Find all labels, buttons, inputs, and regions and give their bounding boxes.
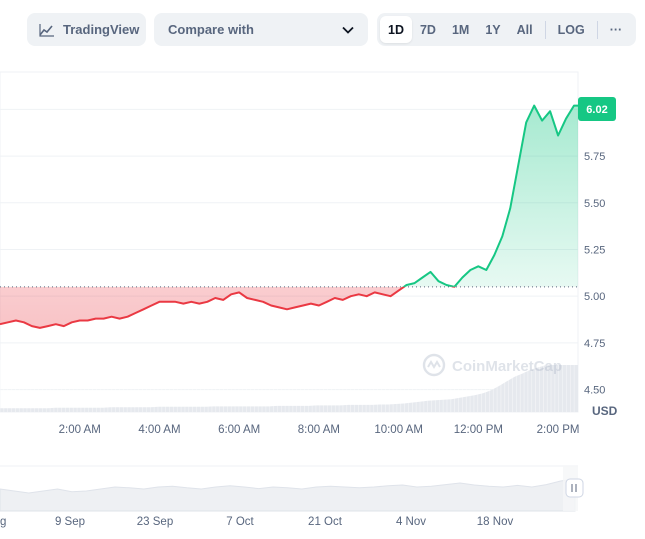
range-divider (596, 20, 598, 39)
navigator-date-label: 21 Oct (308, 516, 343, 528)
navigator-date-label: 9 Sep (55, 516, 85, 528)
range-navigator[interactable]: g 9 Sep 23 Sep 7 Oct 21 Oct 4 Nov 18 Nov (0, 465, 584, 528)
x-tick-label: 2:00 PM (537, 424, 580, 436)
x-tick-label: 6:00 AM (218, 424, 260, 436)
volume-bars (0, 360, 578, 412)
area-above-reference (0, 105, 578, 287)
chart-toolbar: TradingView Compare with 1D 7D 1M 1Y All… (0, 0, 645, 62)
current-price-label: 6.02 (586, 104, 607, 116)
y-tick-label: 5.75 (584, 151, 605, 163)
navigator-date-label: 18 Nov (477, 516, 514, 528)
navigator-date-label: 23 Sep (137, 516, 173, 528)
y-tick-label: 5.50 (584, 198, 605, 210)
y-tick-label: 5.00 (584, 291, 605, 303)
range-1y-button[interactable]: 1Y (485, 22, 501, 37)
navigator-date-label: g (0, 516, 6, 528)
compare-with-dropdown[interactable]: Compare with (154, 13, 368, 46)
tradingview-label: TradingView (63, 22, 140, 37)
y-tick-label: 4.75 (584, 338, 605, 350)
y-tick-label: 4.50 (584, 385, 605, 397)
range-divider (544, 20, 546, 39)
x-tick-label: 2:00 AM (59, 424, 101, 436)
chevron-down-icon (342, 26, 354, 34)
compare-label: Compare with (168, 22, 254, 37)
range-selector: 1D 7D 1M 1Y All LOG ··· (377, 13, 636, 46)
current-price-badge: 6.02 (578, 97, 616, 121)
tradingview-button[interactable]: TradingView (27, 13, 146, 46)
range-1m-button[interactable]: 1M (451, 22, 470, 37)
range-1d-button[interactable]: 1D (380, 16, 412, 43)
x-axis: 2:00 AM 4:00 AM 6:00 AM 8:00 AM 10:00 AM 12:0… (59, 424, 580, 436)
navigator-area (0, 478, 576, 512)
range-all-button[interactable]: All (516, 22, 533, 37)
coinmarketcap-logo-icon (427, 360, 441, 369)
y-axis: 5.75 5.50 5.25 5.00 4.75 4.50 (584, 151, 605, 397)
watermark: CoinMarketCap (422, 353, 562, 377)
area-below-reference (0, 286, 404, 328)
price-chart[interactable]: CoinMarketCap 5.75 5.50 5.25 5.00 4.75 4.50 2… (0, 62, 645, 534)
navigator-date-label: 7 Oct (226, 516, 254, 528)
y-tick-label: 5.25 (584, 244, 605, 256)
line-chart-icon (39, 23, 54, 37)
x-tick-label: 10:00 AM (374, 424, 423, 436)
x-tick-label: 8:00 AM (298, 424, 340, 436)
price-lines (0, 104, 578, 329)
x-tick-label: 4:00 AM (138, 424, 180, 436)
price-area-fills (0, 105, 578, 328)
price-chart-svg[interactable]: CoinMarketCap 5.75 5.50 5.25 5.00 4.75 4.50 2… (0, 62, 645, 534)
price-line-down (0, 286, 456, 329)
log-scale-button[interactable]: LOG (557, 22, 585, 37)
range-7d-button[interactable]: 7D (419, 22, 436, 37)
watermark-text: CoinMarketCap (452, 358, 562, 375)
grip-icon[interactable] (565, 478, 584, 498)
price-line-up (402, 104, 578, 287)
more-options-button[interactable]: ··· (609, 22, 623, 37)
navigator-date-label: 4 Nov (396, 516, 426, 528)
currency-label: USD (592, 404, 618, 418)
x-tick-label: 12:00 PM (454, 424, 503, 436)
